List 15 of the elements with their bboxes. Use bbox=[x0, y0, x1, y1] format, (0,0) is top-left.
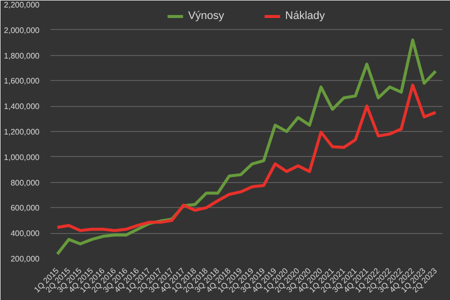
legend-label: Výnosy bbox=[188, 10, 224, 22]
y-tick-label: 1,800,000 bbox=[4, 51, 40, 60]
y-tick-label: 1,600,000 bbox=[4, 76, 40, 86]
y-tick-label: 800,000 bbox=[10, 178, 40, 188]
legend-label: Náklady bbox=[285, 10, 325, 22]
line-series bbox=[56, 84, 438, 232]
y-tick-label: 600,000 bbox=[10, 204, 40, 213]
y-tick-label: 400,000 bbox=[10, 229, 40, 238]
y-tick-label: 1,200,000 bbox=[4, 128, 40, 136]
line-series bbox=[56, 38, 438, 256]
y-tick-label: 2,200,000 bbox=[4, 0, 40, 10]
y-tick-label: 1,400,000 bbox=[4, 102, 40, 112]
y-tick-label: 200,000 bbox=[10, 254, 40, 264]
y-tick-label: 2,000,000 bbox=[4, 26, 40, 35]
y-tick-label: 1,000,000 bbox=[4, 152, 40, 162]
